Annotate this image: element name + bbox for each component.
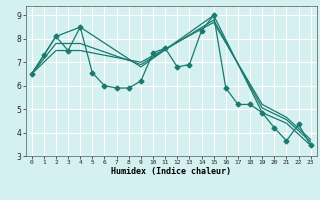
X-axis label: Humidex (Indice chaleur): Humidex (Indice chaleur) (111, 167, 231, 176)
